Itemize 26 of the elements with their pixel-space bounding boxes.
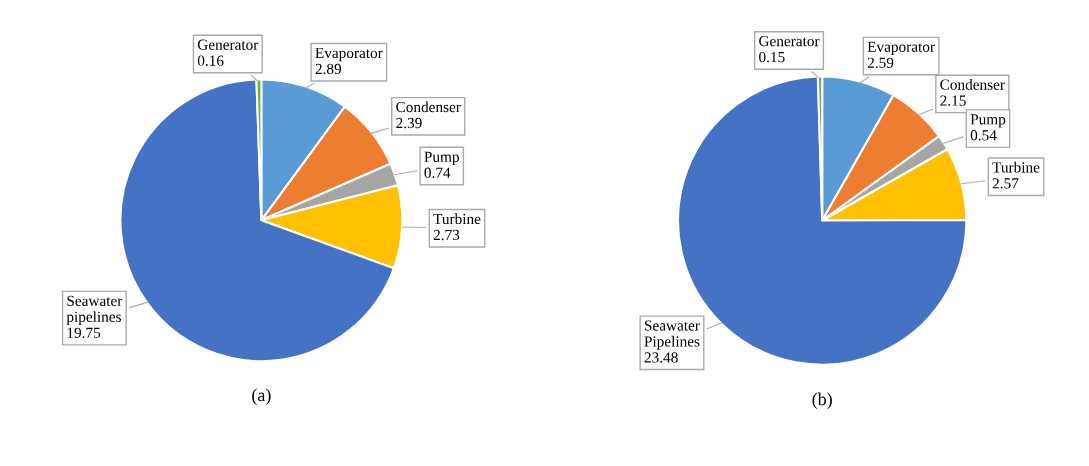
slice-label: Evaporator (867, 41, 935, 56)
data-label: 2.15 (940, 95, 966, 106)
data-label: 2.59 (867, 57, 894, 68)
slice-label: Generator (759, 36, 820, 47)
slice-label: Seawater pipelines (66, 295, 123, 326)
data-label: 19.75 (67, 327, 101, 338)
slice-label: Pump (970, 114, 1006, 128)
slice-label: Turbine (992, 161, 1040, 173)
slice-label: Condenser (396, 101, 461, 113)
text: (a) (252, 388, 271, 405)
slice-label: Condenser (940, 79, 1005, 90)
data-label: 23.48 (644, 352, 678, 363)
data-label: 2.57 (992, 178, 1019, 189)
data-label: 0.15 (759, 51, 785, 63)
text: (b) (812, 392, 832, 409)
data-label: 2.89 (315, 63, 342, 75)
slice-label: Pump (424, 151, 459, 165)
data-label: 2.73 (433, 229, 460, 241)
slice-label: Turbine (433, 213, 481, 225)
slice-label: Seawater Pipelines (644, 320, 700, 350)
data-label: 0.16 (197, 55, 224, 66)
slice-label: Generator (197, 39, 259, 50)
data-label: 2.39 (396, 117, 422, 129)
data-label: 0.74 (424, 167, 451, 178)
slice-label: Evaporator (315, 47, 383, 62)
data-label: 0.54 (970, 130, 997, 141)
